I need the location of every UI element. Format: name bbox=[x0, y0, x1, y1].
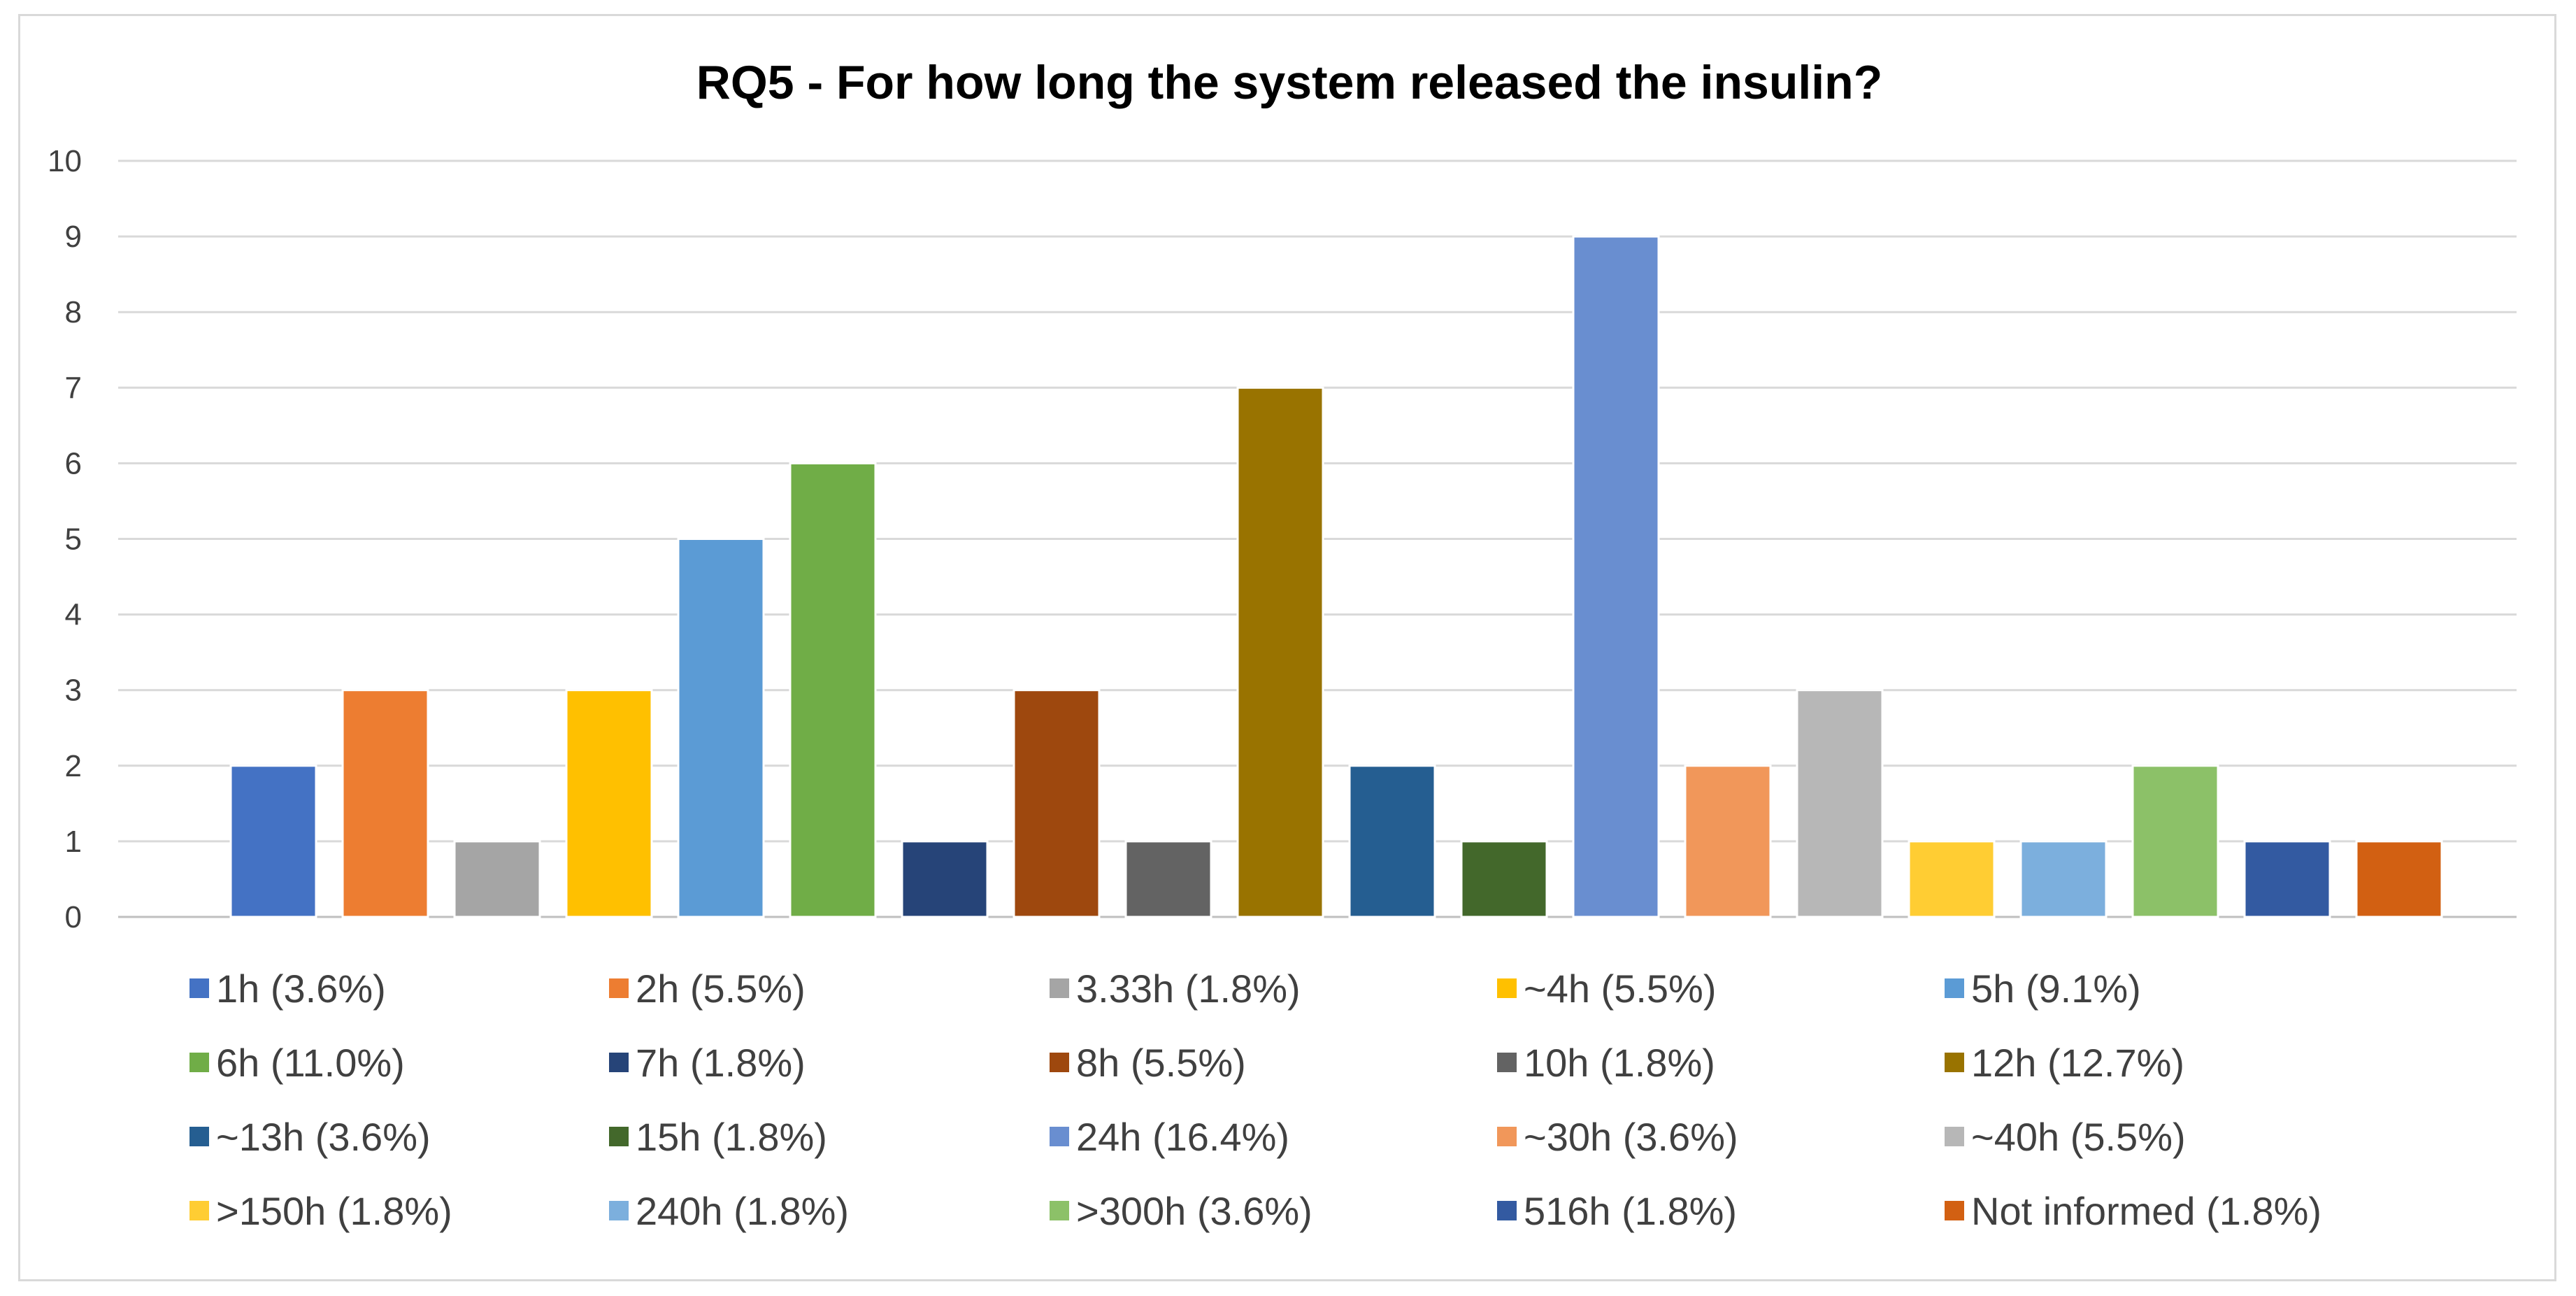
bar bbox=[2355, 840, 2443, 918]
legend-label: 7h (1.8%) bbox=[636, 1041, 806, 1085]
bar bbox=[341, 689, 429, 918]
legend-label: 24h (16.4%) bbox=[1076, 1115, 1289, 1159]
bar bbox=[1684, 764, 1772, 918]
y-tick-label: 0 bbox=[65, 900, 82, 934]
bar bbox=[565, 689, 653, 918]
legend-label: 12h (12.7%) bbox=[1971, 1041, 2184, 1085]
y-tick-label: 3 bbox=[65, 674, 82, 708]
bar bbox=[1460, 840, 1548, 918]
legend-label: 240h (1.8%) bbox=[636, 1189, 849, 1233]
legend-label: 516h (1.8%) bbox=[1524, 1189, 1737, 1233]
legend-swatch bbox=[1050, 1053, 1069, 1072]
legend-swatch bbox=[1945, 978, 1964, 998]
y-tick-label: 9 bbox=[65, 220, 82, 254]
legend-swatch bbox=[1945, 1201, 1964, 1220]
legend-label: >300h (3.6%) bbox=[1076, 1189, 1312, 1233]
bar bbox=[2131, 764, 2219, 918]
bar-chart: RQ5 - For how long the system released t… bbox=[48, 56, 2517, 1233]
bar bbox=[677, 538, 765, 918]
legend-label: 10h (1.8%) bbox=[1524, 1041, 1715, 1085]
legend-swatch bbox=[189, 1053, 209, 1072]
legend-swatch bbox=[1497, 1127, 1517, 1146]
y-tick-label: 2 bbox=[65, 749, 82, 783]
chart-frame: RQ5 - For how long the system released t… bbox=[18, 14, 2556, 1281]
bar bbox=[1572, 235, 1660, 918]
legend-swatch bbox=[609, 1053, 629, 1072]
legend-label: ~4h (5.5%) bbox=[1524, 967, 1717, 1011]
legend-swatch bbox=[189, 978, 209, 998]
legend-label: 8h (5.5%) bbox=[1076, 1041, 1246, 1085]
legend-label: ~30h (3.6%) bbox=[1524, 1115, 1738, 1159]
legend-swatch bbox=[189, 1127, 209, 1146]
bar bbox=[1012, 689, 1101, 918]
legend-label: ~40h (5.5%) bbox=[1971, 1115, 2186, 1159]
legend: 1h (3.6%) 2h (5.5%) 3.33h (1.8%) ~4h (5.5%)… bbox=[189, 967, 2321, 1233]
legend-swatch bbox=[1050, 1127, 1069, 1146]
bar bbox=[901, 840, 989, 918]
bar bbox=[1796, 689, 1884, 918]
y-tick-label: 10 bbox=[48, 144, 82, 178]
y-tick-label: 4 bbox=[65, 598, 82, 632]
y-tick-label: 1 bbox=[65, 825, 82, 859]
legend-label: 3.33h (1.8%) bbox=[1076, 967, 1301, 1011]
legend-swatch bbox=[609, 1201, 629, 1220]
legend-swatch bbox=[609, 1127, 629, 1146]
legend-swatch bbox=[1050, 1201, 1069, 1220]
legend-label: 5h (9.1%) bbox=[1971, 967, 2141, 1011]
bar bbox=[2243, 840, 2331, 918]
legend-label: Not informed (1.8%) bbox=[1971, 1189, 2321, 1233]
legend-label: 15h (1.8%) bbox=[636, 1115, 827, 1159]
chart-title: RQ5 - For how long the system released t… bbox=[696, 56, 1883, 109]
bar bbox=[1348, 764, 1436, 918]
bar bbox=[789, 462, 877, 918]
bar bbox=[229, 764, 317, 918]
legend-label: ~13h (3.6%) bbox=[216, 1115, 431, 1159]
y-tick-label: 6 bbox=[65, 446, 82, 480]
y-axis-ticks: 0 1 2 3 4 5 6 7 8 9 10 bbox=[48, 144, 82, 934]
legend-swatch bbox=[1497, 1053, 1517, 1072]
bars bbox=[229, 235, 2443, 918]
y-tick-label: 7 bbox=[65, 371, 82, 405]
bar bbox=[1236, 386, 1324, 918]
y-tick-label: 8 bbox=[65, 295, 82, 329]
bar bbox=[1124, 840, 1212, 918]
legend-swatch bbox=[1945, 1053, 1964, 1072]
y-tick-label: 5 bbox=[65, 522, 82, 557]
legend-swatch bbox=[609, 978, 629, 998]
legend-swatch bbox=[1050, 978, 1069, 998]
legend-swatch bbox=[1945, 1127, 1964, 1146]
legend-swatch bbox=[189, 1201, 209, 1220]
legend-swatch bbox=[1497, 978, 1517, 998]
bar bbox=[2019, 840, 2108, 918]
bar bbox=[1908, 840, 1996, 918]
legend-label: 2h (5.5%) bbox=[636, 967, 806, 1011]
legend-label: >150h (1.8%) bbox=[216, 1189, 452, 1233]
legend-label: 1h (3.6%) bbox=[216, 967, 386, 1011]
bar bbox=[453, 840, 541, 918]
legend-label: 6h (11.0%) bbox=[216, 1041, 405, 1085]
legend-swatch bbox=[1497, 1201, 1517, 1220]
